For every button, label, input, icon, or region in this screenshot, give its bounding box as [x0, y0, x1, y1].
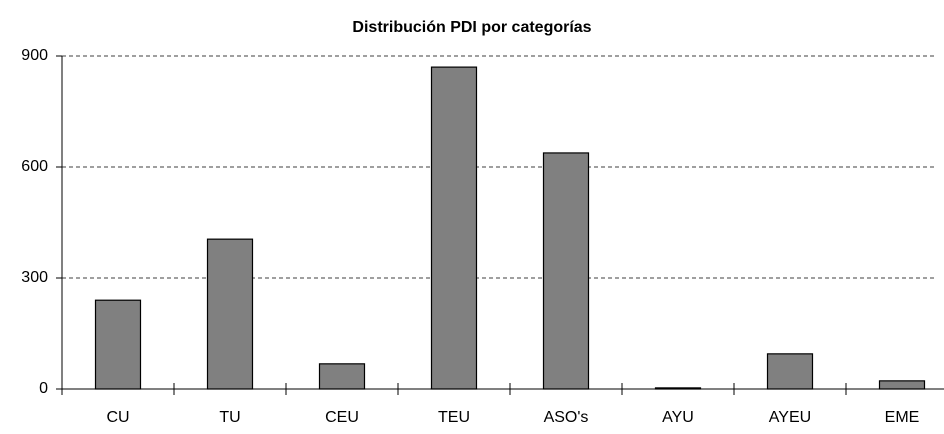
- bar: [878, 380, 926, 390]
- x-tick-label: CU: [106, 409, 129, 426]
- x-tick-label: CEU: [325, 409, 359, 426]
- x-tick-label: EME: [885, 409, 920, 426]
- bar: [766, 353, 814, 390]
- x-tick-label: ASO's: [544, 409, 589, 426]
- y-tick-label: 600: [21, 158, 48, 175]
- bar: [542, 152, 590, 390]
- y-tick-label: 300: [21, 269, 48, 286]
- bar: [206, 238, 254, 390]
- x-tick-label: TU: [219, 409, 240, 426]
- y-tick-label: 0: [39, 380, 48, 397]
- bar: [318, 363, 366, 390]
- x-tick-label: TEU: [438, 409, 470, 426]
- bar: [94, 299, 142, 390]
- bar: [430, 66, 478, 390]
- x-tick-label: AYEU: [769, 409, 811, 426]
- x-tick-label: AYU: [662, 409, 694, 426]
- chart-title: Distribución PDI por categorías: [352, 19, 591, 36]
- y-tick-label: 900: [21, 47, 48, 64]
